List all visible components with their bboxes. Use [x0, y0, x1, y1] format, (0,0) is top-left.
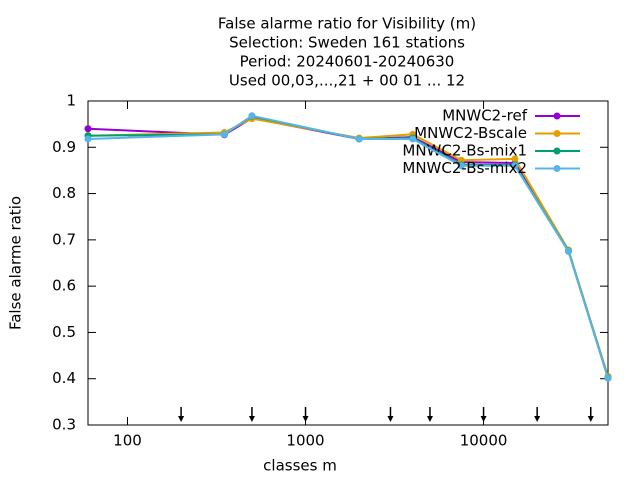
legend-label: MNWC2-Bscale — [414, 124, 527, 142]
y-tick-label: 0.5 — [52, 323, 76, 341]
legend-label: MNWC2-Bs-mix2 — [402, 159, 527, 177]
class-arrow-head — [248, 416, 255, 422]
data-point — [220, 130, 228, 138]
x-axis-label: classes m — [263, 457, 337, 475]
plot-frame — [87, 100, 609, 426]
y-tick-label: 0.9 — [52, 138, 76, 156]
chart-title: Used 00,03,...,21 + 00 01 ... 12 — [229, 72, 465, 90]
legend-marker — [553, 130, 561, 137]
data-point — [604, 374, 612, 382]
data-point — [248, 112, 256, 120]
class-arrow-head — [480, 416, 487, 422]
chart-title: Selection: Sweden 161 stations — [229, 34, 465, 52]
class-arrow-head — [387, 416, 394, 422]
class-arrow-head — [426, 416, 433, 422]
legend-marker — [553, 112, 561, 120]
series-line — [87, 115, 609, 379]
chart-title: False alarme ratio for Visibility (m) — [218, 15, 476, 33]
class-arrow-head — [178, 416, 185, 422]
data-point — [355, 135, 363, 143]
chart-title: Period: 20240601-20240630 — [240, 53, 455, 71]
y-tick-label: 0.8 — [52, 184, 76, 202]
data-point — [84, 125, 92, 133]
series-line — [87, 114, 609, 379]
class-arrow-head — [534, 416, 541, 422]
legend-label: MNWC2-ref — [442, 107, 527, 125]
y-tick-label: 1 — [66, 92, 76, 110]
series-line — [87, 117, 609, 379]
x-tick-label: 1000 — [286, 432, 324, 450]
x-tick-label: 100 — [113, 432, 142, 450]
y-tick-label: 0.3 — [52, 416, 76, 434]
data-point — [511, 162, 519, 170]
y-tick-label: 0.7 — [52, 230, 76, 248]
y-tick-label: 0.6 — [52, 277, 76, 295]
data-point — [565, 247, 573, 255]
legend-marker — [553, 165, 561, 172]
data-point — [84, 135, 92, 143]
x-tick-label: 10000 — [460, 432, 508, 450]
y-axis-label: False alarme ratio — [7, 196, 25, 330]
class-arrow-head — [587, 416, 594, 422]
series-line — [87, 117, 609, 377]
data-point — [409, 135, 417, 143]
data-point — [511, 155, 519, 163]
data-point — [457, 162, 465, 170]
legend-label: MNWC2-Bs-mix1 — [402, 142, 527, 160]
class-arrow-head — [302, 416, 309, 422]
legend-marker — [553, 147, 561, 155]
y-tick-label: 0.4 — [52, 369, 76, 387]
